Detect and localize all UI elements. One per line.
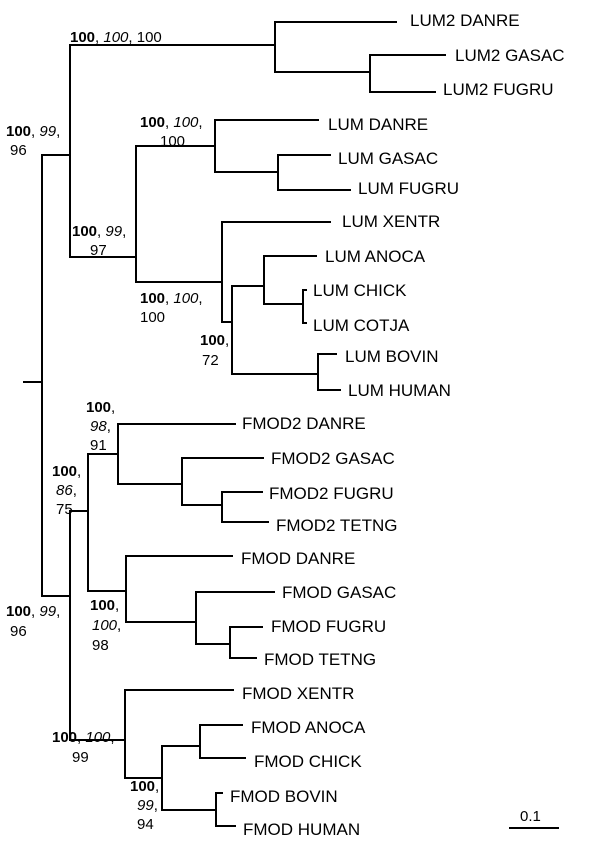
support-value: 100, 99,	[72, 223, 126, 240]
taxon-label: LUM GASAC	[338, 149, 438, 168]
taxon-label: FMOD2 DANRE	[242, 414, 366, 433]
support-value: 96	[10, 142, 27, 159]
support-value: 100,	[52, 463, 81, 480]
taxon-label: FMOD FUGRU	[271, 617, 386, 636]
taxon-label: LUM ANOCA	[325, 247, 426, 266]
support-value: 91	[90, 437, 107, 454]
taxon-label: LUM HUMAN	[348, 381, 451, 400]
support-value: 75	[56, 501, 73, 518]
taxon-label: FMOD2 FUGRU	[269, 484, 394, 503]
support-value: 99	[72, 749, 89, 766]
taxon-label: FMOD DANRE	[241, 549, 355, 568]
taxon-label: LUM DANRE	[328, 115, 428, 134]
support-value: 100, 100, 100	[70, 29, 162, 46]
support-value: 99,	[137, 797, 158, 814]
taxon-label: FMOD TETNG	[264, 650, 376, 669]
support-value: 86,	[56, 482, 77, 499]
support-value: 97	[90, 242, 107, 259]
support-value: 100	[140, 309, 165, 326]
support-value: 100, 100,	[140, 290, 203, 307]
support-value: 100, 100,	[52, 729, 115, 746]
taxon-label: LUM COTJA	[313, 316, 410, 335]
taxon-label: FMOD2 GASAC	[271, 449, 395, 468]
taxon-label: LUM CHICK	[313, 281, 407, 300]
taxon-label: FMOD BOVIN	[230, 787, 338, 806]
taxon-label: LUM XENTR	[342, 212, 440, 231]
taxon-label: FMOD XENTR	[242, 684, 354, 703]
taxon-label: FMOD2 TETNG	[276, 516, 398, 535]
tree-branches	[23, 21, 446, 827]
taxon-label: LUM BOVIN	[345, 347, 439, 366]
support-value: 72	[202, 352, 219, 369]
support-value: 100,	[130, 778, 159, 795]
taxon-labels: LUM2 DANRE LUM2 GASAC LUM2 FUGRU LUM DAN…	[230, 11, 565, 839]
taxon-label: LUM2 GASAC	[455, 46, 565, 65]
taxon-label: FMOD ANOCA	[251, 718, 366, 737]
support-value: 100,	[86, 399, 115, 416]
support-value: 100, 100,	[140, 114, 203, 131]
support-value: 100,	[90, 597, 119, 614]
support-value: 100, 99,	[6, 603, 60, 620]
support-value: 98,	[90, 418, 111, 435]
scale-bar: 0.1	[509, 808, 559, 829]
taxon-label: LUM FUGRU	[358, 179, 459, 198]
support-value: 100, 99,	[6, 123, 60, 140]
taxon-label: LUM2 FUGRU	[443, 80, 554, 99]
support-value: 100	[160, 133, 185, 150]
taxon-label: LUM2 DANRE	[410, 11, 520, 30]
support-value: 98	[92, 637, 109, 654]
scale-bar-label: 0.1	[520, 808, 541, 825]
support-value: 100,	[92, 617, 121, 634]
taxon-label: FMOD CHICK	[254, 752, 362, 771]
support-value: 94	[137, 816, 154, 833]
taxon-label: FMOD HUMAN	[243, 820, 360, 839]
taxon-label: FMOD GASAC	[282, 583, 396, 602]
support-value: 100,	[200, 332, 229, 349]
support-values: 100, 100, 100 100, 99, 96 100, 100, 100 …	[6, 29, 229, 833]
support-value: 96	[10, 623, 27, 640]
